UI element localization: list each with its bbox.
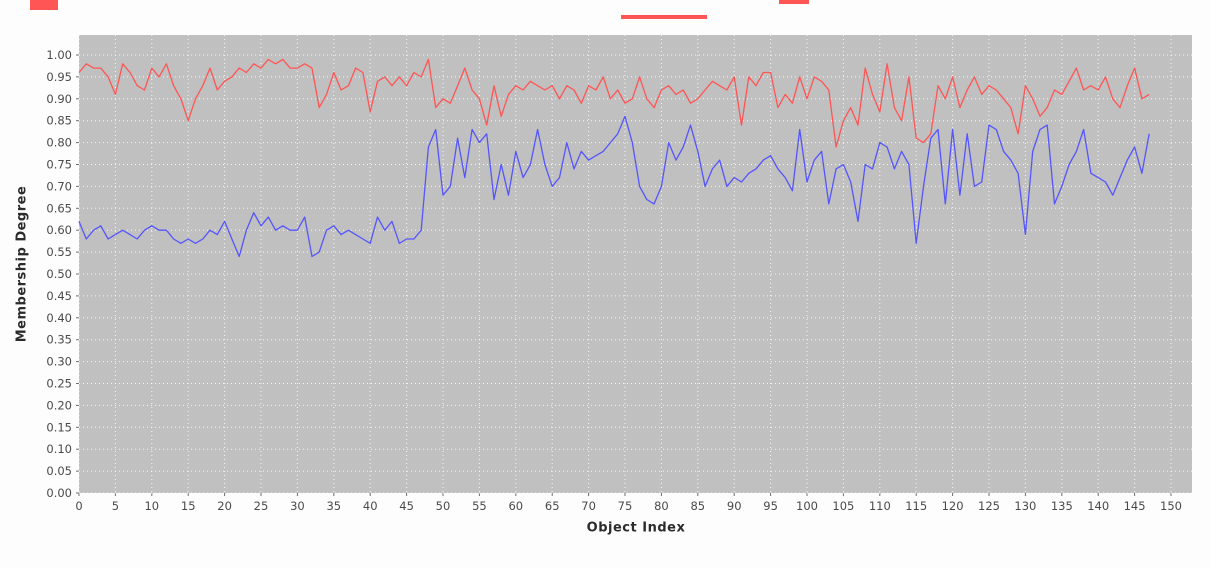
x-tick-label: 90	[727, 499, 742, 513]
y-tick-label: 0.50	[46, 267, 72, 281]
series-lower-membership	[78, 115, 1150, 258]
x-tick-label: 135	[1051, 499, 1073, 513]
y-tick-label: 0.40	[46, 311, 72, 325]
x-tick-label: 150	[1160, 499, 1182, 513]
x-tick-label: 65	[545, 499, 560, 513]
y-tick-label: 0.85	[46, 114, 72, 128]
y-axis-title: Membership Degree	[14, 185, 30, 343]
x-tick-label: 15	[181, 499, 196, 513]
x-tick-label: 25	[254, 499, 269, 513]
x-tick-label: 100	[796, 499, 818, 513]
y-tick-label: 0.30	[46, 355, 72, 369]
x-tick-label: 85	[690, 499, 705, 513]
x-tick-label: 80	[654, 499, 669, 513]
x-tick-label: 45	[399, 499, 414, 513]
x-tick-label: 130	[1014, 499, 1036, 513]
x-tick-label: 5	[112, 499, 119, 513]
x-tick-label: 35	[326, 499, 341, 513]
y-tick-label: 0.35	[46, 333, 72, 347]
x-tick-label: 50	[436, 499, 451, 513]
x-tick-label: 60	[508, 499, 523, 513]
y-tick-label: 0.90	[46, 92, 72, 106]
y-tick-label: 0.75	[46, 158, 72, 172]
y-tick-label: 0.45	[46, 289, 72, 303]
y-tick-label: 0.65	[46, 201, 72, 215]
y-tick-label: 0.20	[46, 398, 72, 412]
clipped-title-fragment	[30, 0, 58, 10]
x-tick-label: 140	[1087, 499, 1109, 513]
clipped-title-underline	[621, 15, 707, 19]
y-tick-label: 0.25	[46, 377, 72, 391]
y-tick-label: 0.80	[46, 136, 72, 150]
x-tick-label: 0	[75, 499, 82, 513]
y-tick-label: 0.95	[46, 70, 72, 84]
x-tick-label: 110	[869, 499, 891, 513]
x-tick-label: 95	[763, 499, 778, 513]
y-tick-label: 0.55	[46, 245, 72, 259]
x-tick-label: 10	[144, 499, 159, 513]
x-tick-label: 125	[978, 499, 1000, 513]
x-axis-title: Object Index	[586, 520, 686, 536]
y-tick-label: 0.60	[46, 223, 72, 237]
clipped-title-fragment-right	[779, 0, 809, 4]
x-tick-label: 75	[618, 499, 633, 513]
y-tick-label: 0.10	[46, 442, 72, 456]
y-tick-label: 0.15	[46, 420, 72, 434]
y-tick-label: 0.05	[46, 464, 72, 478]
x-tick-label: 30	[290, 499, 305, 513]
x-tick-label: 55	[472, 499, 487, 513]
x-tick-label: 115	[905, 499, 927, 513]
y-tick-label: 1.00	[46, 48, 72, 62]
x-tick-label: 145	[1124, 499, 1146, 513]
x-tick-label: 40	[363, 499, 378, 513]
x-tick-label: 105	[832, 499, 854, 513]
plot-background	[79, 35, 1192, 493]
y-tick-label: 0.70	[46, 179, 72, 193]
x-tick-label: 70	[581, 499, 596, 513]
series-upper-membership	[78, 58, 1150, 148]
x-tick-label: 120	[942, 499, 964, 513]
x-tick-label: 20	[217, 499, 232, 513]
y-tick-label: 0.00	[46, 486, 72, 500]
